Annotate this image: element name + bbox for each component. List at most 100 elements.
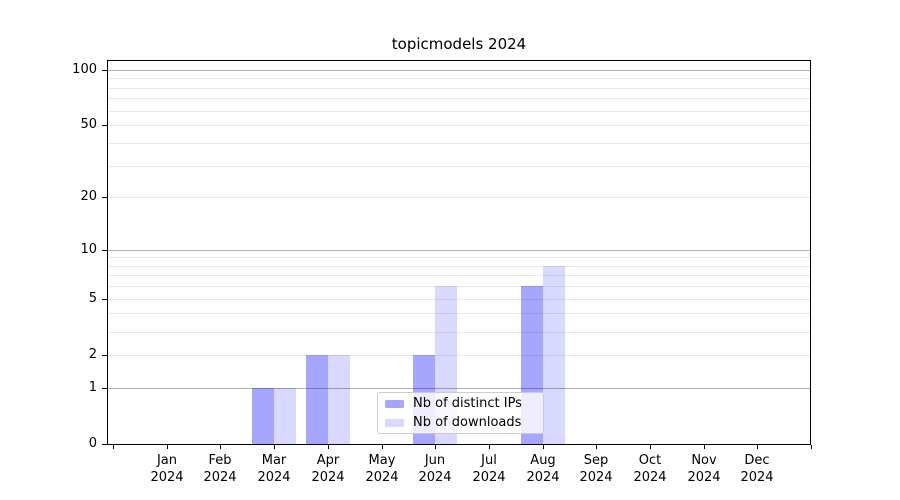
minor-gridline-80 [108,88,810,89]
x-tick-0 [167,445,168,449]
minor-gridline-7 [108,275,810,276]
bar-apr-ips [305,354,328,444]
y-tick-2 [102,355,108,356]
x-tick-label-may: May 2024 [350,452,414,486]
y-tick-label-100: 100 [72,62,97,77]
x-label-year: 2024 [203,470,237,485]
x-tick-2 [274,445,275,449]
x-label-month: Sep [583,453,609,468]
y-tick-label-0: 0 [88,436,97,451]
x-tick-12 [811,445,812,449]
x-label-month: Feb [208,453,232,468]
legend-label-ips: Nb of distinct IPs [413,396,522,411]
y-tick-50 [102,125,108,126]
minor-gridline-4 [108,313,810,314]
y-tick-label-10: 10 [80,242,97,257]
x-label-year: 2024 [418,470,452,485]
major-gridline-100 [108,70,810,71]
x-tick-label-nov: Nov 2024 [672,452,736,486]
x-tick-label-oct: Oct 2024 [618,452,682,486]
bar-apr-downloads [327,354,350,444]
minor-gridline-70 [108,98,810,99]
y-tick-0 [102,444,108,445]
minor-gridline-20 [108,197,810,198]
plot-area [107,60,811,445]
x-label-month: Mar [261,453,287,468]
bar-mar-downloads [274,387,297,444]
x-label-month: May [368,453,396,468]
x-tick--1 [113,445,114,449]
minor-gridline-5 [108,299,810,300]
x-label-year: 2024 [150,470,184,485]
minor-gridline-30 [108,166,810,167]
x-tick-label-mar: Mar 2024 [242,452,306,486]
x-tick-1 [220,445,221,449]
x-tick-6 [489,445,490,449]
x-label-year: 2024 [472,470,506,485]
y-tick-label-1: 1 [88,380,97,395]
x-label-year: 2024 [687,470,721,485]
y-tick-1 [102,388,108,389]
y-tick-20 [102,197,108,198]
minor-gridline-9 [108,257,810,258]
x-label-month: Jun [424,453,446,468]
x-tick-label-feb: Feb 2024 [188,452,252,486]
x-label-year: 2024 [633,470,667,485]
y-tick-100 [102,70,108,71]
minor-gridline-3 [108,332,810,333]
legend-swatch-downloads [385,418,404,427]
x-label-month: Jul [481,453,497,468]
minor-gridline-8 [108,266,810,267]
y-tick-5 [102,299,108,300]
legend-swatch-ips [385,399,404,408]
x-tick-label-jun: Jun 2024 [403,452,467,486]
chart-title: topicmodels 2024 [391,35,527,53]
x-tick-11 [757,445,758,449]
x-tick-10 [704,445,705,449]
x-label-month: Jan [156,453,178,468]
x-tick-4 [382,445,383,449]
x-label-month: Apr [316,453,340,468]
x-tick-label-dec: Dec 2024 [725,452,789,486]
x-tick-label-sep: Sep 2024 [564,452,628,486]
legend: Nb of distinct IPs Nb of downloads [377,392,544,434]
x-tick-7 [543,445,544,449]
x-label-year: 2024 [365,470,399,485]
legend-label-downloads: Nb of downloads [413,415,522,430]
x-label-year: 2024 [257,470,291,485]
bar-mar-ips [252,387,275,444]
minor-gridline-90 [108,78,810,79]
major-gridline-10 [108,250,810,251]
minor-gridline-40 [108,143,810,144]
y-tick-label-5: 5 [88,291,97,306]
x-label-month: Aug [530,453,556,468]
legend-item-downloads: Nb of downloads [385,415,539,430]
minor-gridline-6 [108,286,810,287]
minor-gridline-50 [108,125,810,126]
x-tick-9 [650,445,651,449]
y-tick-label-2: 2 [88,347,97,362]
x-label-month: Oct [638,453,662,468]
x-label-year: 2024 [579,470,613,485]
x-label-month: Dec [744,453,770,468]
x-tick-3 [328,445,329,449]
major-gridline-1 [108,388,810,389]
bar-aug-downloads [542,265,565,444]
x-tick-5 [435,445,436,449]
x-tick-label-aug: Aug 2024 [511,452,575,486]
minor-gridline-2 [108,355,810,356]
x-label-month: Nov [691,453,717,468]
x-tick-8 [596,445,597,449]
y-tick-10 [102,250,108,251]
legend-item-ips: Nb of distinct IPs [385,396,539,411]
x-tick-label-apr: Apr 2024 [296,452,360,486]
y-tick-label-20: 20 [80,189,97,204]
x-label-year: 2024 [740,470,774,485]
x-label-year: 2024 [526,470,560,485]
x-tick-label-jan: Jan 2024 [135,452,199,486]
minor-gridline-60 [108,111,810,112]
y-tick-label-50: 50 [80,117,97,132]
x-label-year: 2024 [311,470,345,485]
x-tick-label-jul: Jul 2024 [457,452,521,486]
